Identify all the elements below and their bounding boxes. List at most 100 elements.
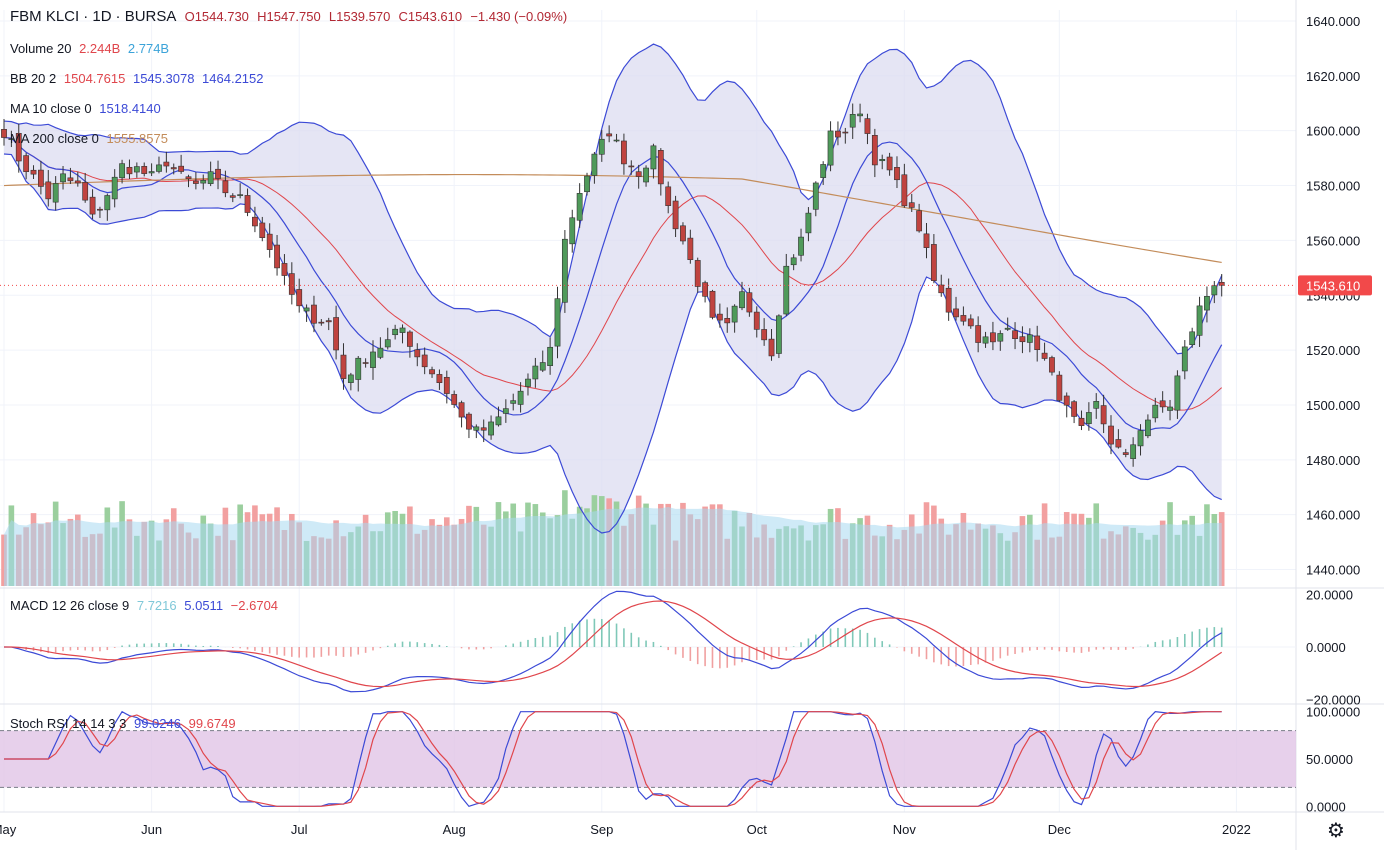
candle-body bbox=[753, 311, 760, 330]
candle-body bbox=[930, 244, 937, 281]
macd-line bbox=[3, 590, 1223, 693]
candle-body bbox=[502, 408, 509, 414]
candle-body bbox=[333, 317, 339, 351]
volume-ma-area bbox=[4, 506, 1222, 586]
settings-gear-icon[interactable]: ⚙ bbox=[1327, 820, 1345, 842]
stoch-label: Stoch RSI 14 14 3 3 bbox=[10, 716, 127, 731]
candle-body bbox=[635, 171, 642, 177]
time-tick-label: 2022 bbox=[1222, 822, 1251, 837]
candle-body bbox=[104, 195, 111, 211]
candle-body bbox=[1167, 406, 1173, 411]
candle-body bbox=[621, 140, 627, 165]
candle-body bbox=[908, 202, 915, 208]
macd-line-value: 5.0511 bbox=[184, 598, 224, 613]
time-tick-label: Dec bbox=[1048, 822, 1072, 837]
candle-body bbox=[148, 171, 155, 174]
candle-body bbox=[429, 369, 435, 375]
candle-body bbox=[370, 351, 376, 368]
candle-body bbox=[967, 318, 974, 327]
last-price-tag bbox=[1298, 275, 1372, 296]
candle-body bbox=[613, 139, 620, 142]
candle-body bbox=[207, 171, 214, 184]
candle-body bbox=[141, 166, 148, 174]
volume-legend[interactable]: Volume 20 2.244B 2.774B bbox=[10, 41, 173, 56]
candle-body bbox=[901, 174, 908, 207]
ma10-legend[interactable]: MA 10 close 0 1518.4140 bbox=[10, 101, 165, 116]
candle-body bbox=[923, 233, 930, 248]
candle-body bbox=[886, 156, 893, 171]
candle-body bbox=[1078, 417, 1085, 426]
price-tick-label: 1620.000 bbox=[1306, 69, 1360, 84]
ma200-legend[interactable]: MA 200 close 0 1555.8575 bbox=[10, 131, 172, 146]
ma200-label: MA 200 close 0 bbox=[10, 131, 99, 146]
candle-body bbox=[716, 313, 723, 321]
stoch-rsi-pane bbox=[0, 710, 1296, 808]
candle-body bbox=[133, 166, 140, 173]
candle-body bbox=[325, 320, 332, 323]
candle-body bbox=[761, 329, 768, 341]
candle-body bbox=[266, 233, 273, 250]
candle-body bbox=[229, 195, 236, 198]
candle-body bbox=[982, 336, 989, 344]
header-legend[interactable]: FBM KLCI · 1D · BURSA O1544.730 H1547.750 … bbox=[10, 8, 568, 25]
candle-body bbox=[163, 161, 170, 167]
high-value: H1547.750 bbox=[257, 9, 321, 24]
candle-body bbox=[532, 365, 539, 380]
candle-body bbox=[156, 164, 162, 172]
candle-body bbox=[598, 138, 605, 155]
symbol-name[interactable]: FBM KLCI bbox=[10, 8, 80, 25]
candle-body bbox=[259, 222, 266, 238]
candle-body bbox=[74, 180, 81, 184]
candle-body bbox=[1181, 346, 1188, 372]
candle-body bbox=[1041, 352, 1048, 359]
price-tick-label: 1640.000 bbox=[1306, 14, 1360, 29]
candle-body bbox=[1211, 285, 1218, 296]
candle-body bbox=[1004, 327, 1011, 330]
candle-body bbox=[960, 315, 967, 322]
candle-body bbox=[178, 165, 185, 172]
candle-body bbox=[200, 180, 207, 184]
bb-upper-line bbox=[3, 43, 1223, 355]
candle-body bbox=[8, 138, 15, 140]
candle-body bbox=[517, 390, 524, 405]
candle-body bbox=[318, 321, 325, 324]
change-value: −1.430 (−0.09%) bbox=[470, 9, 568, 24]
candle-body bbox=[783, 265, 790, 315]
open-value: O1544.730 bbox=[184, 9, 249, 24]
candle-body bbox=[672, 200, 679, 230]
candle-body bbox=[384, 339, 391, 348]
candle-body bbox=[680, 225, 686, 242]
candle-body bbox=[1174, 375, 1181, 411]
candle-body bbox=[347, 374, 354, 383]
candle-body bbox=[192, 180, 199, 184]
price-tick-label: 1600.000 bbox=[1306, 124, 1360, 139]
candle-body bbox=[1071, 401, 1077, 417]
macd-legend[interactable]: MACD 12 26 close 9 7.7216 5.0511 −2.6704 bbox=[10, 598, 282, 613]
candle-body bbox=[1218, 281, 1225, 286]
candle-body bbox=[30, 169, 37, 175]
bb-upper-value: 1545.3078 bbox=[132, 71, 195, 86]
price-tick-label: 1480.000 bbox=[1306, 453, 1360, 468]
bb-legend[interactable]: BB 20 2 1504.7615 1545.3078 1464.2152 bbox=[10, 71, 268, 86]
macd-signal-line bbox=[3, 600, 1223, 688]
candle-body bbox=[281, 263, 288, 276]
candle-body bbox=[274, 244, 280, 269]
volume-value: 2.244B bbox=[79, 41, 121, 56]
candle-body bbox=[23, 155, 30, 172]
candle-body bbox=[768, 338, 775, 357]
indicator-lines bbox=[3, 43, 1223, 534]
candle-body bbox=[798, 236, 804, 256]
candle-body bbox=[879, 159, 886, 162]
candle-body bbox=[1196, 305, 1203, 336]
interval-label[interactable]: 1D bbox=[92, 8, 112, 25]
volume-label: Volume 20 bbox=[10, 41, 72, 56]
candle-body bbox=[739, 291, 745, 309]
stoch-legend[interactable]: Stoch RSI 14 14 3 3 99.0246 99.6749 bbox=[10, 716, 240, 731]
candle-body bbox=[1204, 296, 1210, 311]
candle-body bbox=[1189, 331, 1196, 346]
ma10-label: MA 10 close 0 bbox=[10, 101, 92, 116]
candle-body bbox=[842, 131, 849, 134]
candle-body bbox=[864, 118, 871, 134]
bb-label: BB 20 2 bbox=[10, 71, 57, 86]
